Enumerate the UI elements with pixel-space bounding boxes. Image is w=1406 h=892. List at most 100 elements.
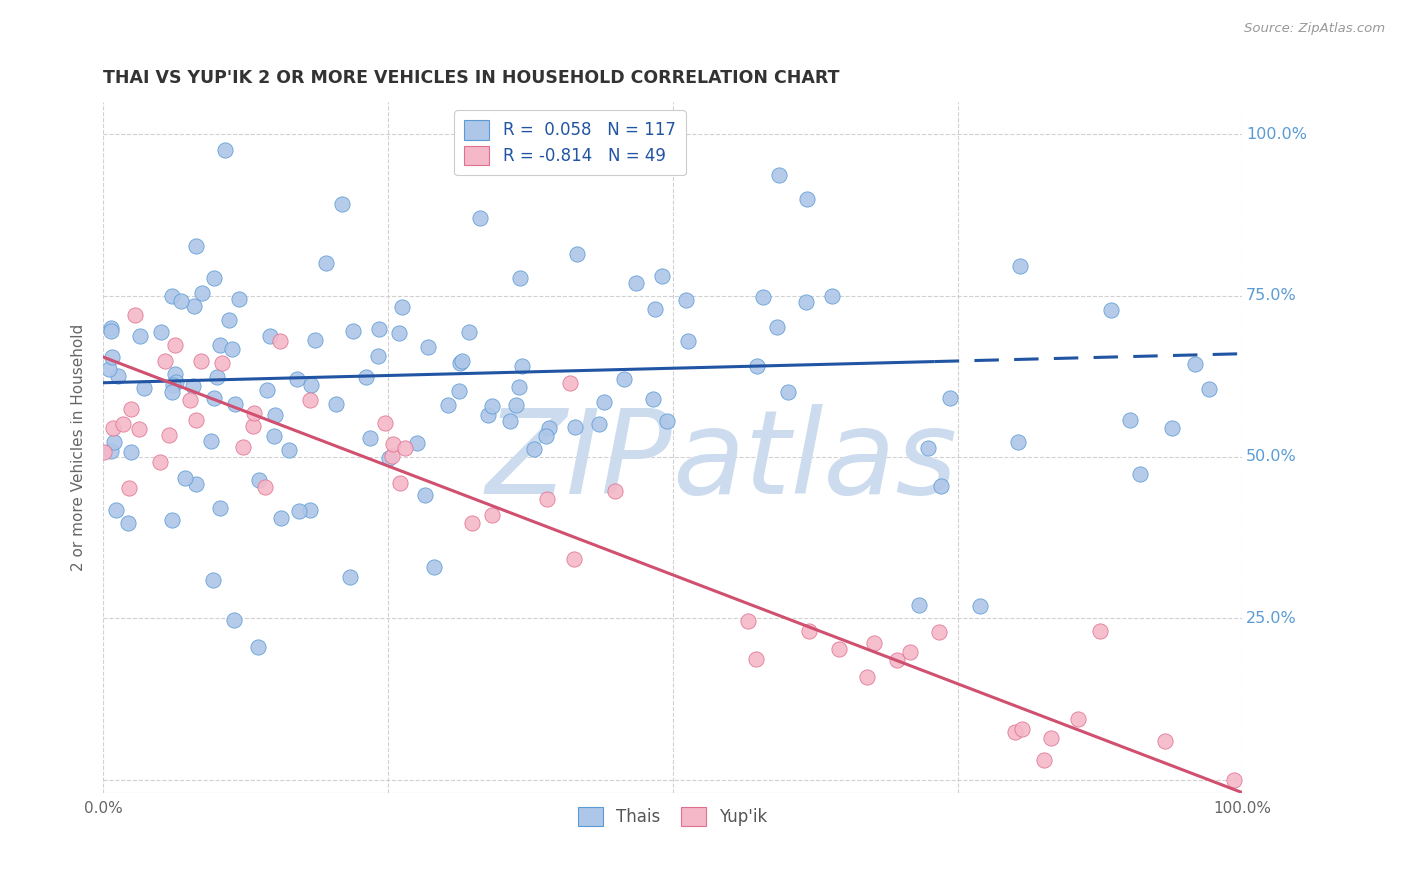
Point [359,432,381,446]
Point [508,380,530,394]
Text: ZIP: ZIP [486,404,672,518]
Point [270,511,292,525]
Point [299,377,322,392]
Point [657,414,679,428]
Point [416,340,439,354]
Text: 50.0%: 50.0% [1246,450,1296,465]
Point [221,342,243,356]
Point [391,300,413,314]
Point [776,385,799,400]
Point [558,376,581,390]
Point [100,325,122,339]
Point [368,321,391,335]
Point [149,454,172,468]
Point [592,395,614,409]
Text: 100.0%: 100.0% [1246,127,1306,142]
Point [564,419,586,434]
Point [613,372,636,386]
Point [538,421,561,435]
Point [505,398,527,412]
Point [745,652,768,666]
Point [676,334,699,348]
Text: 75.0%: 75.0% [1246,288,1296,303]
Point [886,653,908,667]
Point [796,192,818,206]
Point [163,338,186,352]
Point [170,294,193,309]
Point [118,481,141,495]
Point [523,442,546,456]
Point [209,500,232,515]
Point [378,450,401,465]
Point [394,441,416,455]
Point [246,640,269,655]
Point [298,502,321,516]
Point [211,356,233,370]
Point [509,271,531,285]
Point [481,508,503,522]
Y-axis label: 2 or more Vehicles in Household: 2 or more Vehicles in Household [72,324,86,571]
Point [149,325,172,339]
Point [111,417,134,432]
Point [388,326,411,340]
Point [1039,731,1062,745]
Point [1119,412,1142,426]
Point [752,290,775,304]
Point [160,385,183,400]
Point [737,614,759,628]
Point [510,359,533,373]
Point [468,211,491,226]
Point [184,413,207,427]
Point [339,570,361,584]
Point [436,398,458,412]
Point [821,288,844,302]
Point [856,670,879,684]
Point [1007,434,1029,449]
Point [908,599,931,613]
Point [626,276,648,290]
Point [1011,723,1033,737]
Point [388,476,411,491]
Point [939,392,962,406]
Point [1129,467,1152,482]
Point [1004,725,1026,739]
Point [413,488,436,502]
Point [247,473,270,487]
Point [644,302,666,317]
Point [1222,772,1244,787]
Point [898,645,921,659]
Point [315,256,337,270]
Point [287,504,309,518]
Point [183,300,205,314]
Point [457,325,479,339]
Point [100,321,122,335]
Point [100,350,122,364]
Point [254,480,277,494]
Point [423,560,446,574]
Point [103,434,125,449]
Point [269,334,291,348]
Text: atlas: atlas [672,404,957,518]
Point [1033,753,1056,767]
Point [124,308,146,322]
Point [165,376,187,390]
Point [259,329,281,343]
Point [200,434,222,449]
Point [218,313,240,327]
Point [190,285,212,300]
Point [651,269,673,284]
Point [1161,421,1184,435]
Point [214,143,236,157]
Point [103,421,125,435]
Point [477,409,499,423]
Point [367,349,389,363]
Point [120,401,142,416]
Point [330,197,353,211]
Point [481,399,503,413]
Point [104,502,127,516]
Point [205,369,228,384]
Point [299,393,322,408]
Point [1184,357,1206,371]
Point [325,397,347,411]
Text: THAI VS YUP'IK 2 OR MORE VEHICLES IN HOUSEHOLD CORRELATION CHART: THAI VS YUP'IK 2 OR MORE VEHICLES IN HOU… [103,69,839,87]
